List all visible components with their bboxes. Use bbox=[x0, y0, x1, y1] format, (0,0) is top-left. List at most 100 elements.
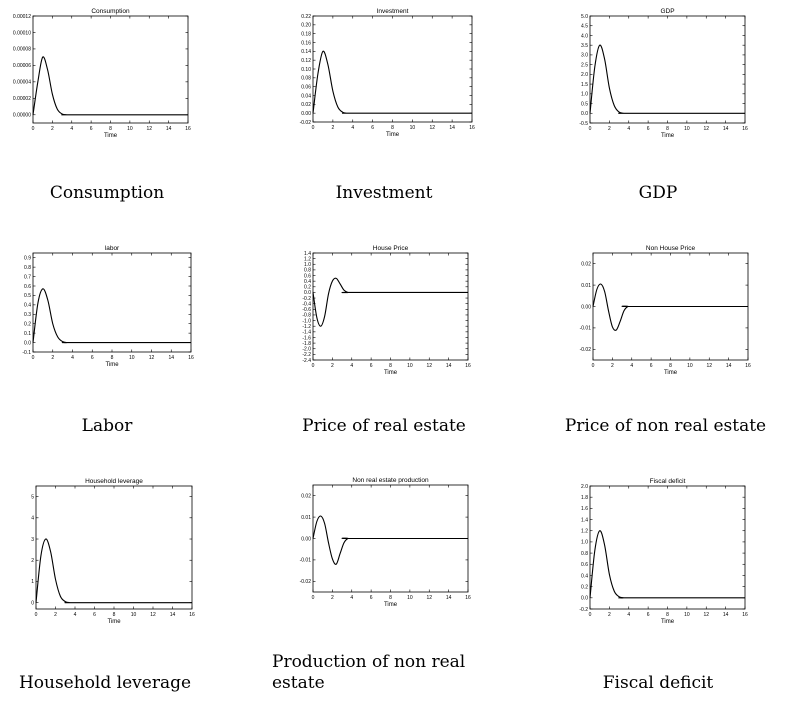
y-tick-label: 0.0 bbox=[581, 111, 588, 117]
x-tick-label: 16 bbox=[469, 125, 475, 131]
y-tick-label: 0.9 bbox=[24, 256, 31, 262]
chart-7: Non real estate production 0 2 4 6 8 10 12 14 16 -… bbox=[300, 477, 471, 608]
chart-3: labor 0 2 4 6 8 10 12 14 16 -0.1 0.0 0.1 0.2 0.3 0.4 0.5… bbox=[22, 245, 194, 368]
chart-title: House Price bbox=[373, 245, 409, 252]
y-tick-label: 0.01 bbox=[301, 515, 311, 521]
y-tick-label: -1.6 bbox=[302, 335, 311, 341]
y-tick-label: 2.0 bbox=[581, 72, 588, 78]
chart-title: labor bbox=[105, 245, 120, 252]
y-tick-label: 1.4 bbox=[304, 251, 311, 257]
y-tick-label: 0.20 bbox=[301, 23, 311, 29]
caption-fiscal-deficit: Fiscal deficit bbox=[602, 673, 714, 693]
x-tick-label: 12 bbox=[426, 595, 432, 601]
x-axis-label: Time bbox=[384, 602, 398, 608]
series-line-0 bbox=[35, 538, 192, 604]
x-tick-label: 10 bbox=[410, 125, 416, 131]
y-tick-label: 1.6 bbox=[581, 506, 588, 512]
chart-8: Fiscal deficit 0 2 4 6 8 10 12 14 16 -0.2 0.0 0.2 0.4… bbox=[579, 478, 748, 625]
x-tick-label: 10 bbox=[131, 612, 137, 618]
x-tick-label: 16 bbox=[189, 612, 195, 618]
y-tick-label: -0.02 bbox=[300, 579, 312, 585]
x-tick-label: 12 bbox=[703, 126, 709, 132]
x-tick-label: 6 bbox=[90, 126, 93, 132]
y-tick-label: 0.08 bbox=[301, 76, 311, 82]
x-tick-label: 16 bbox=[742, 126, 748, 132]
y-tick-label: 0.6 bbox=[581, 562, 588, 568]
x-axis-label: Time bbox=[661, 133, 675, 139]
y-tick-label: 1.2 bbox=[304, 256, 311, 262]
plot-frame bbox=[589, 15, 746, 124]
x-tick-label: 0 bbox=[35, 612, 38, 618]
x-tick-label: 6 bbox=[370, 363, 373, 369]
caption-consumption: Consumption bbox=[49, 183, 165, 203]
y-tick-label: 1.8 bbox=[581, 495, 588, 501]
x-tick-label: 8 bbox=[666, 126, 669, 132]
x-tick-label: 16 bbox=[742, 612, 748, 618]
chart-0: Consumption 0 2 4 6 8 10 12 14 16 0.00000 0.00002 0.… bbox=[13, 8, 191, 139]
x-tick-label: 4 bbox=[71, 355, 74, 361]
x-tick-label: 0 bbox=[312, 363, 315, 369]
x-tick-label: 0 bbox=[32, 355, 35, 361]
x-tick-label: 4 bbox=[627, 612, 630, 618]
x-tick-label: 4 bbox=[350, 595, 353, 601]
y-tick-label: -0.01 bbox=[300, 558, 312, 564]
y-tick-label: 1.4 bbox=[581, 517, 588, 523]
x-tick-label: 2 bbox=[331, 595, 334, 601]
series-line-0 bbox=[312, 515, 468, 565]
x-tick-label: 8 bbox=[669, 363, 672, 369]
x-tick-label: 10 bbox=[684, 612, 690, 618]
y-tick-label: 1.5 bbox=[581, 82, 588, 88]
x-tick-label: 10 bbox=[127, 126, 133, 132]
x-tick-label: 10 bbox=[687, 363, 693, 369]
x-tick-label: 0 bbox=[312, 595, 315, 601]
x-tick-label: 16 bbox=[465, 363, 471, 369]
x-axis-label: Time bbox=[664, 370, 678, 376]
y-tick-label: 4.0 bbox=[581, 33, 588, 39]
x-tick-label: 12 bbox=[426, 363, 432, 369]
x-tick-label: 2 bbox=[608, 126, 611, 132]
chart-2: GDP 0 2 4 6 8 10 12 14 16 -0.5 0.0 0.5 1.0 1.5 2.0 2.5 3.… bbox=[579, 8, 748, 139]
y-tick-label: 0.8 bbox=[24, 265, 31, 271]
y-tick-label: 0.7 bbox=[24, 274, 31, 280]
x-tick-label: 8 bbox=[389, 595, 392, 601]
x-tick-label: 6 bbox=[650, 363, 653, 369]
chart-title: GDP bbox=[660, 8, 674, 15]
plot-frame bbox=[35, 485, 193, 610]
x-axis-label: Time bbox=[661, 619, 675, 625]
x-tick-label: 14 bbox=[726, 363, 732, 369]
y-tick-label: 0.02 bbox=[301, 494, 311, 500]
y-tick-label: 1.0 bbox=[581, 92, 588, 98]
x-axis-label: Time bbox=[107, 619, 121, 625]
y-tick-label: 0.12 bbox=[301, 58, 311, 64]
y-tick-label: 0.2 bbox=[24, 322, 31, 328]
y-tick-label: -0.01 bbox=[580, 326, 592, 332]
x-tick-label: 0 bbox=[592, 363, 595, 369]
y-tick-label: 0.0 bbox=[24, 340, 31, 346]
x-tick-label: 2 bbox=[51, 355, 54, 361]
y-tick-label: 0.00006 bbox=[13, 63, 31, 69]
y-tick-label: 0.0 bbox=[581, 596, 588, 602]
x-tick-label: 12 bbox=[706, 363, 712, 369]
x-tick-label: 12 bbox=[703, 612, 709, 618]
caption-production-non-real-estate: Production of non real estate bbox=[272, 652, 466, 693]
chart-1: Investment 0 2 4 6 8 10 12 14 16 -0.02 0.00 0.02 0.04… bbox=[300, 8, 475, 138]
y-tick-label: 0.02 bbox=[581, 262, 591, 268]
chart-title: Non real estate production bbox=[352, 477, 429, 484]
caption-household-leverage: Household leverage bbox=[18, 673, 192, 693]
x-tick-label: 6 bbox=[93, 612, 96, 618]
x-tick-label: 2 bbox=[331, 363, 334, 369]
x-tick-label: 0 bbox=[312, 125, 315, 131]
x-tick-label: 12 bbox=[429, 125, 435, 131]
caption-gdp: GDP bbox=[638, 183, 678, 203]
x-tick-label: 6 bbox=[647, 612, 650, 618]
y-tick-label: -0.02 bbox=[300, 120, 312, 126]
series-line-0 bbox=[589, 530, 745, 599]
y-tick-label: 1.2 bbox=[581, 529, 588, 535]
chart-title: Fiscal deficit bbox=[650, 478, 686, 485]
y-tick-label: -0.02 bbox=[580, 347, 592, 353]
y-tick-label: 5 bbox=[31, 494, 34, 500]
x-tick-label: 4 bbox=[70, 126, 73, 132]
y-tick-label: 0.2 bbox=[581, 584, 588, 590]
caption-labor: Labor bbox=[81, 416, 133, 436]
y-tick-label: 3.5 bbox=[581, 43, 588, 49]
